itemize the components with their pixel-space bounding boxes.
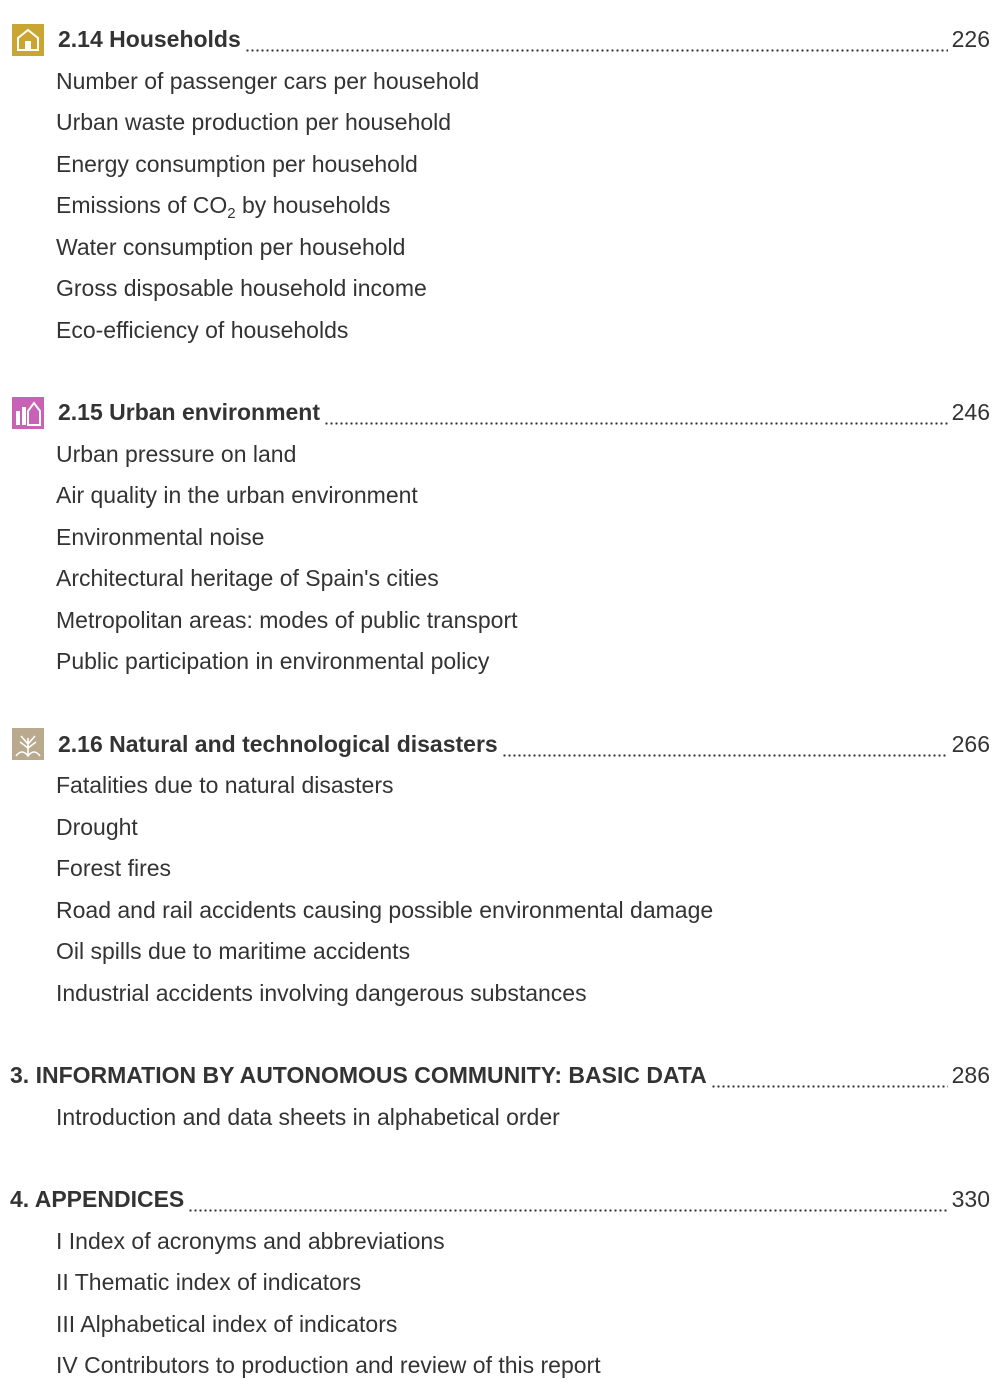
toc-item: Urban waste production per household bbox=[56, 109, 452, 135]
section-heading: 2.15 Urban environment 246 bbox=[0, 392, 994, 434]
toc-item: Environmental noise bbox=[56, 523, 265, 550]
toc-item: III Alphabetical index of indicators bbox=[56, 1310, 398, 1337]
toc-item: Gross disposable household income bbox=[56, 275, 427, 301]
section-heading: 3. INFORMATION BY AUTONOMOUS COMMUNITY: … bbox=[0, 1055, 994, 1097]
page-number: 330 bbox=[951, 1186, 990, 1212]
section-icon bbox=[12, 728, 44, 760]
toc-item: Drought bbox=[56, 813, 138, 840]
dot-leader bbox=[188, 1179, 948, 1221]
toc-item: Water consumption per household bbox=[56, 233, 406, 260]
subscript: 2 bbox=[227, 205, 236, 222]
toc-item: Introduction and data sheets in alphabet… bbox=[56, 1103, 560, 1130]
toc-item: Public participation in environmental po… bbox=[56, 648, 490, 674]
toc-item: Architectural heritage of Spain's cities bbox=[56, 565, 439, 591]
toc-section: 4. APPENDICES 330 I Index of acronyms and … bbox=[0, 1179, 994, 1387]
section-title: 2.15 Urban environment bbox=[58, 399, 321, 425]
toc-item: Air quality in the urban environment bbox=[56, 482, 418, 508]
section-title: 4. APPENDICES bbox=[10, 1186, 185, 1212]
toc-item: IV Contributors to production and review… bbox=[56, 1352, 601, 1378]
dot-leader bbox=[501, 723, 948, 765]
toc-item: II Thematic index of indicators bbox=[56, 1269, 362, 1295]
toc-item: Oil spills due to maritime accidents bbox=[56, 938, 411, 964]
page-number: 266 bbox=[951, 730, 990, 757]
section-heading: 2.16 Natural and technological disasters… bbox=[0, 723, 994, 765]
toc-item: Fatalities due to natural disasters bbox=[56, 772, 394, 798]
toc-item: Number of passenger cars per household bbox=[56, 67, 480, 94]
section-icon bbox=[12, 396, 44, 429]
toc-item: Energy consumption per household bbox=[56, 150, 418, 177]
dot-leader bbox=[244, 19, 948, 61]
toc-section: 2.16 Natural and technological disasters… bbox=[0, 723, 994, 1015]
toc-item: Urban pressure on land bbox=[56, 440, 297, 467]
page-number: 286 bbox=[951, 1062, 990, 1088]
toc-item: Forest fires bbox=[56, 855, 172, 881]
page-number: 226 bbox=[951, 26, 990, 52]
toc-item: Industrial accidents involving dangerous… bbox=[56, 979, 587, 1006]
section-title: 2.16 Natural and technological disasters bbox=[58, 730, 498, 757]
toc-item: Road and rail accidents causing possible… bbox=[56, 896, 714, 923]
toc-item: Emissions of CO2 by households bbox=[0, 185, 994, 227]
section-title: 3. INFORMATION BY AUTONOMOUS COMMUNITY: … bbox=[10, 1062, 707, 1088]
toc-item: Eco-efficiency of households bbox=[56, 316, 349, 343]
item-text: Emissions of CO bbox=[56, 192, 228, 218]
toc-item: I Index of acronyms and abbreviations bbox=[56, 1227, 445, 1254]
toc-section: 2.14 Households 226 Number of passenger ca… bbox=[0, 19, 994, 351]
page-number: 246 bbox=[951, 399, 990, 425]
dot-leader bbox=[710, 1055, 948, 1097]
toc-section: 3. INFORMATION BY AUTONOMOUS COMMUNITY: … bbox=[0, 1055, 994, 1138]
toc-item: Metropolitan areas: modes of public tran… bbox=[56, 606, 518, 633]
item-text: by households bbox=[242, 192, 391, 218]
section-title: 2.14 Households bbox=[58, 26, 241, 52]
section-heading: 4. APPENDICES 330 bbox=[0, 1179, 994, 1221]
dot-leader bbox=[324, 392, 948, 434]
toc-section: 2.15 Urban environment 246 Urban pressure … bbox=[0, 392, 994, 683]
section-heading: 2.14 Households 226 bbox=[0, 19, 994, 61]
section-icon bbox=[12, 23, 44, 56]
